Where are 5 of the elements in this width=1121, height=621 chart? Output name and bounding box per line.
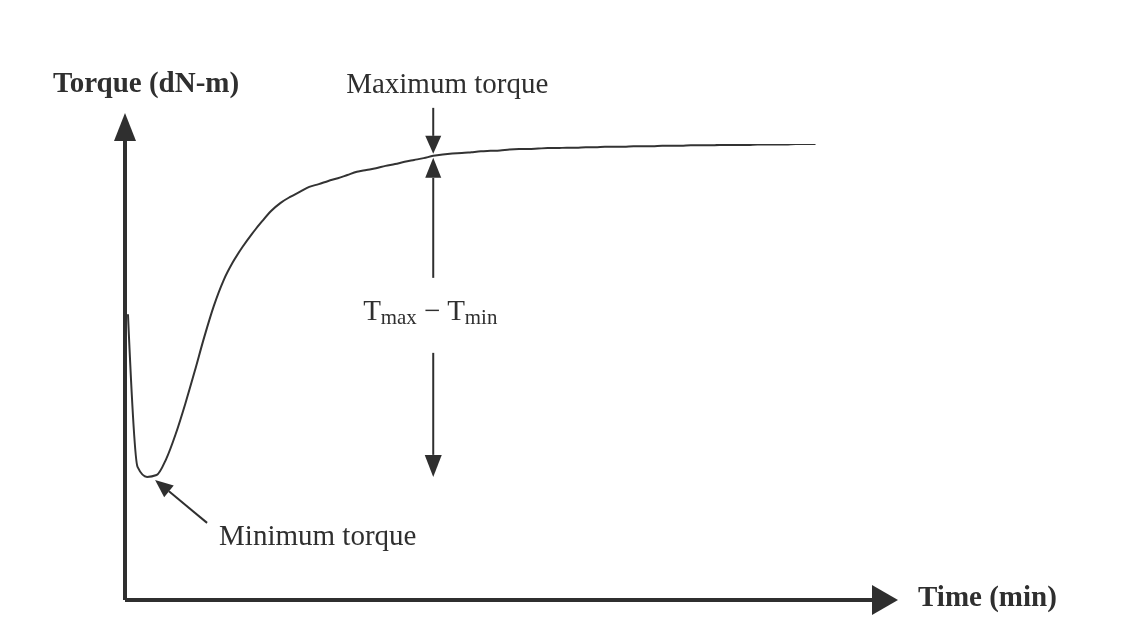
x-axis-title: Time (min) [918,580,1057,613]
annotation: T$_{max}$ − T$_{min}$ [363,293,498,329]
text: Maximum torque [346,66,549,99]
annotation: Minimum torque [219,518,417,551]
y-axis-title: Torque (dN-m) [53,66,240,99]
